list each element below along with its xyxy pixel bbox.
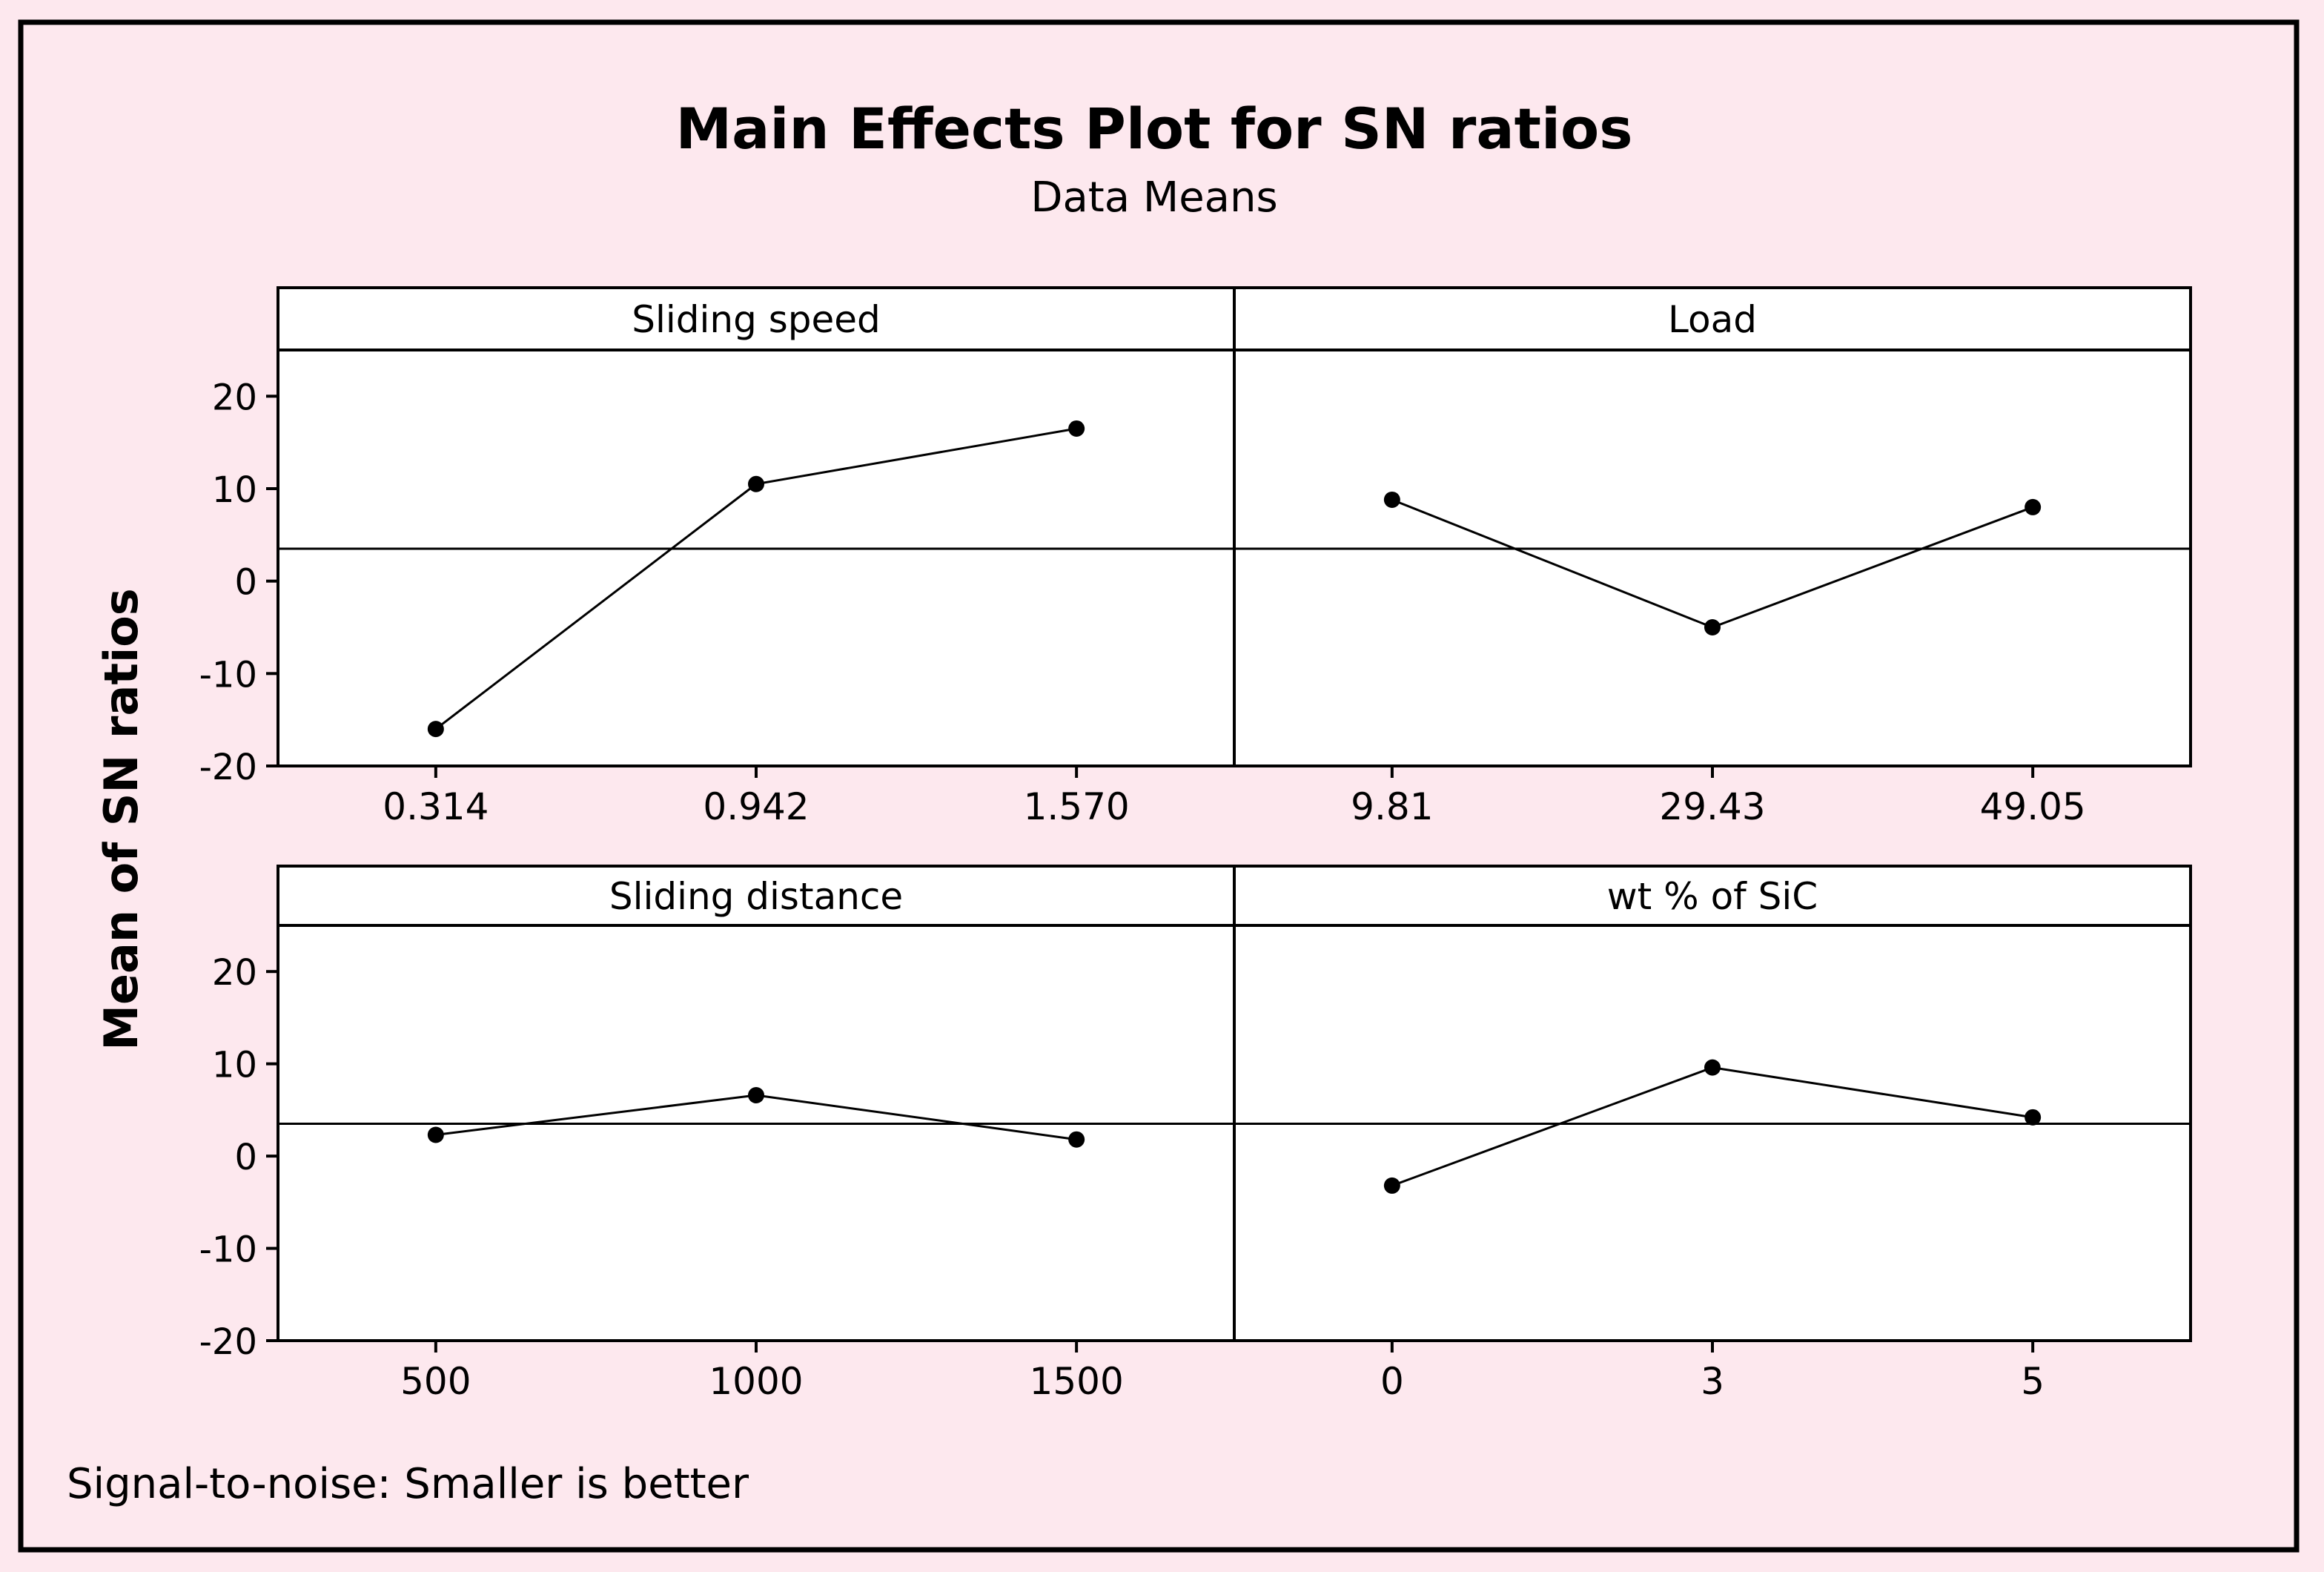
y-tick-label: 10 <box>212 1045 257 1086</box>
panel-title: wt % of SiC <box>1607 875 1818 918</box>
y-axis-label: Mean of SN ratios <box>94 588 148 1050</box>
data-point <box>1383 491 1400 508</box>
y-tick-label: 10 <box>212 469 257 511</box>
data-point <box>748 1086 764 1103</box>
outer-frame <box>18 19 2300 1553</box>
y-tick-label: -20 <box>199 1321 257 1363</box>
x-tick-label: 9.81 <box>1351 785 1433 828</box>
panel-title: Sliding distance <box>609 875 903 918</box>
y-tick-label: 20 <box>212 377 257 418</box>
data-point <box>1068 420 1085 437</box>
chart-title: Main Effects Plot for SN ratios <box>676 96 1633 162</box>
y-tick-label: 0 <box>234 562 257 604</box>
x-tick-label: 500 <box>400 1360 471 1403</box>
data-point <box>427 721 444 738</box>
x-tick-label: 0 <box>1380 1360 1404 1403</box>
data-point <box>1068 1131 1085 1148</box>
panels-layer: 20 10 0 -10 -20 Sliding speed 0.314 0.942 1.570 L… <box>199 286 2192 1403</box>
footnote: Signal-to-noise: Smaller is better <box>67 1460 749 1508</box>
x-tick-label: 0.314 <box>383 785 489 828</box>
data-point <box>748 475 764 492</box>
y-tick-label: -20 <box>199 747 257 788</box>
x-tick-label: 0.942 <box>703 785 809 828</box>
x-tick-label: 1000 <box>709 1360 803 1403</box>
y-tick-label: -10 <box>199 654 257 696</box>
data-point <box>2025 498 2042 515</box>
x-tick-label: 29.43 <box>1659 785 1765 828</box>
y-tick-label: 20 <box>212 952 257 994</box>
panel-title: Load <box>1668 298 1757 341</box>
x-tick-label: 1500 <box>1030 1360 1124 1403</box>
x-tick-label: 3 <box>1701 1360 1724 1403</box>
data-point <box>1704 1059 1721 1076</box>
y-tick-label: 0 <box>234 1137 257 1178</box>
panel-title: Sliding speed <box>632 298 881 341</box>
x-tick-label: 1.570 <box>1024 785 1130 828</box>
data-point <box>1383 1177 1400 1194</box>
data-point <box>427 1126 444 1143</box>
x-tick-label: 49.05 <box>1980 785 2086 828</box>
x-tick-label: 5 <box>2021 1360 2045 1403</box>
chart-subtitle: Data Means <box>1030 174 1277 222</box>
data-point <box>1704 619 1721 635</box>
y-tick-label: -10 <box>199 1229 257 1271</box>
data-point <box>2025 1109 2042 1126</box>
